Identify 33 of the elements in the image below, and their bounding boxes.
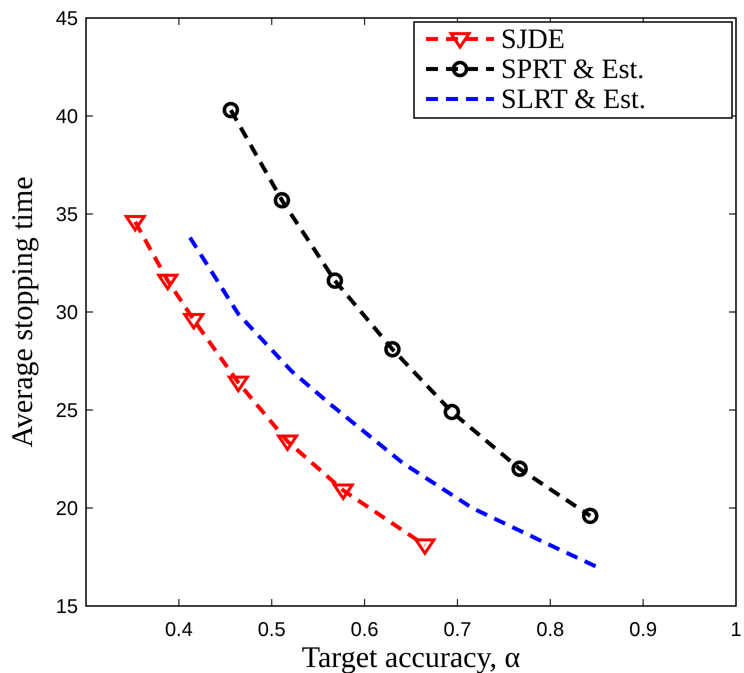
point <box>444 404 460 420</box>
legend-label: SPRT & Est. <box>501 54 644 85</box>
y-tick-label: 35 <box>56 204 78 226</box>
y-axis-title: Average stopping time <box>6 176 39 448</box>
point <box>222 102 240 118</box>
point <box>384 340 401 358</box>
y-tick-label: 15 <box>56 596 78 618</box>
point <box>277 434 298 451</box>
point <box>274 192 290 209</box>
line-series <box>188 236 599 569</box>
y-tick-label: 30 <box>56 302 78 324</box>
y-tick-label: 40 <box>56 106 78 128</box>
point <box>326 272 344 289</box>
point <box>228 376 249 392</box>
point <box>414 538 436 555</box>
x-tick-label: 0.6 <box>350 619 378 641</box>
point <box>332 483 354 500</box>
point <box>157 274 178 290</box>
y-tick-label: 20 <box>56 498 78 520</box>
x-tick-label: 1 <box>730 619 742 641</box>
x-tick-label: 0.8 <box>536 619 564 641</box>
x-tick-label: 0.9 <box>629 619 658 641</box>
y-tick-label: 45 <box>56 8 78 30</box>
x-tick-label: 0.7 <box>444 619 472 641</box>
point <box>511 460 528 478</box>
legend-label: SLRT & Est. <box>501 84 646 115</box>
legend-label: SJDE <box>501 24 565 55</box>
point <box>183 312 204 330</box>
x-tick-label: 0.4 <box>164 619 193 641</box>
y-tick-label: 25 <box>56 400 78 422</box>
x-tick-label: 0.5 <box>258 619 286 641</box>
point <box>124 214 146 232</box>
point <box>582 508 598 524</box>
